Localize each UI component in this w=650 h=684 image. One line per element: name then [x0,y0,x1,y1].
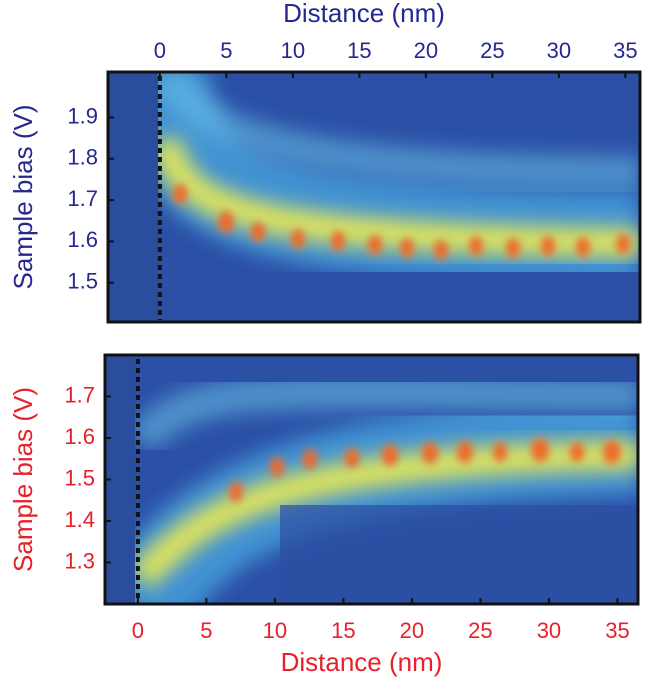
x-axis-label: Distance (nm) [283,0,445,28]
x-tick-label: 25 [480,38,504,63]
y-tick-label: 1.6 [67,227,98,252]
x-tick-label: 15 [347,38,371,63]
plot-frame [106,70,642,324]
y-tick-label: 1.6 [64,424,95,449]
x-tick-label: 0 [132,618,144,643]
x-tick-label: 5 [220,38,232,63]
y-tick-label: 1.9 [67,103,98,128]
y-tick-label: 1.3 [64,548,95,573]
y-tick-label: 1.5 [64,465,95,490]
x-tick-label: 5 [200,618,212,643]
y-axis-label: Sample bias (V) [8,387,38,572]
y-tick-label: 1.7 [67,186,98,211]
x-tick-label: 10 [263,618,287,643]
x-tick-label: 0 [154,38,166,63]
x-tick-label: 35 [605,618,629,643]
y-tick-label: 1.7 [64,382,95,407]
y-tick-label: 1.8 [67,145,98,170]
y-tick-label: 1.5 [67,269,98,294]
x-tick-label: 10 [281,38,305,63]
y-tick-label: 1.4 [64,507,95,532]
x-tick-label: 20 [414,38,438,63]
heatmap-image [105,355,638,604]
x-tick-label: 30 [537,618,561,643]
x-tick-label: 30 [547,38,571,63]
x-tick-label: 20 [400,618,424,643]
x-axis-label: Distance (nm) [281,647,443,677]
x-tick-label: 35 [613,38,637,63]
heatmap-image [108,72,640,322]
y-axis-label: Sample bias (V) [8,105,38,290]
x-tick-label: 25 [468,618,492,643]
plot-frame [103,353,640,606]
x-tick-label: 15 [331,618,355,643]
